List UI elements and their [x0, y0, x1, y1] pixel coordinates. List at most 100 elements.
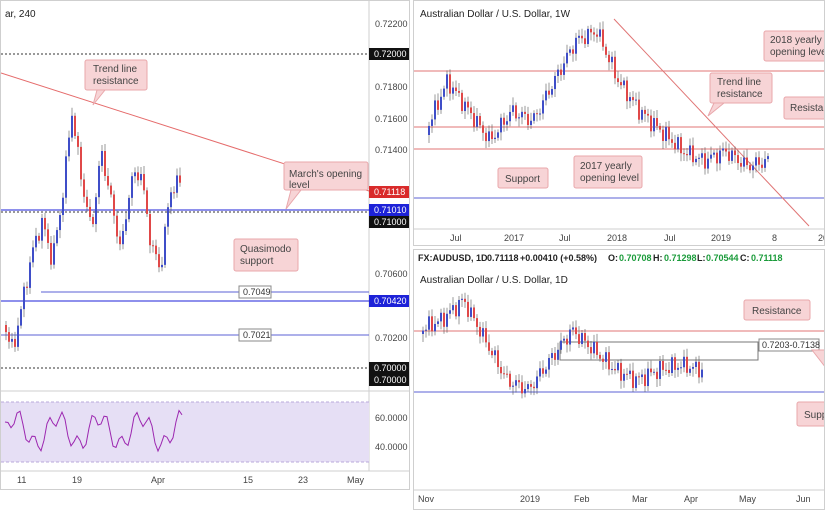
- candle-body: [566, 52, 568, 64]
- price-tag-70000a: 0.70000: [369, 362, 409, 374]
- candle-body: [548, 357, 550, 370]
- weekly-time-tick: 2019: [711, 233, 731, 243]
- daily-info-l-label: L:: [697, 253, 706, 263]
- candle-body: [524, 389, 526, 394]
- candle-body: [8, 332, 10, 342]
- svg-text:Quasimodo: Quasimodo: [240, 244, 292, 255]
- candle-body: [617, 78, 619, 83]
- candle-body: [77, 135, 79, 147]
- time-tick: 11: [17, 475, 26, 485]
- candle-body: [557, 69, 559, 76]
- candle-body: [26, 286, 28, 288]
- candle-body: [764, 159, 766, 168]
- candle-body: [455, 87, 457, 91]
- svg-text:0.7203-0.7138: 0.7203-0.7138: [762, 340, 820, 350]
- candle-body: [674, 357, 676, 370]
- candle-body: [428, 125, 430, 135]
- candle-body: [173, 192, 175, 194]
- candle-body: [137, 172, 139, 181]
- candle-body: [710, 154, 712, 159]
- candle-body: [53, 243, 55, 265]
- callout-daily-support: Suppo: [796, 401, 824, 427]
- candle-body: [515, 105, 517, 119]
- candle-body: [602, 358, 604, 362]
- candle-body: [575, 327, 577, 335]
- label-7049: 0.7049: [238, 285, 272, 299]
- candle-body: [665, 126, 667, 141]
- candle-body: [119, 236, 121, 245]
- candle-body: [626, 373, 628, 375]
- daily-time-tick: May: [739, 494, 757, 504]
- osc-tick: 60.0000: [375, 413, 408, 423]
- candle-body: [23, 286, 25, 310]
- candle-body: [467, 301, 469, 317]
- candle-body: [578, 334, 580, 345]
- candle-body: [500, 117, 502, 133]
- candle-body: [590, 28, 592, 33]
- candle-body: [533, 386, 535, 389]
- candle-body: [692, 366, 694, 369]
- candle-body: [698, 361, 700, 378]
- candle-body: [443, 312, 445, 327]
- candle-body: [725, 148, 727, 152]
- candle-body: [479, 116, 481, 126]
- candle-body: [47, 229, 49, 243]
- candle-body: [596, 34, 598, 37]
- candle-body: [431, 316, 433, 332]
- candle-body: [608, 54, 610, 63]
- candle-body: [434, 323, 436, 332]
- candle-body: [686, 154, 688, 156]
- price-tag-71000: 0.71000: [369, 216, 409, 228]
- candle-body: [746, 157, 748, 166]
- candle-body: [545, 90, 547, 101]
- candle-body: [167, 207, 169, 227]
- candle-body: [158, 254, 160, 268]
- svg-text:0.72000: 0.72000: [374, 49, 407, 59]
- candle-body: [542, 368, 544, 374]
- daily-info-o-label: O:: [608, 253, 618, 263]
- candle-body: [656, 371, 658, 379]
- daily-chart-panel[interactable]: FX:AUDUSD, 1D 0.71118 +0.00410 (+0.58%) …: [413, 249, 825, 510]
- candle-body: [662, 129, 664, 141]
- daily-info-h: 0.71298: [664, 253, 697, 263]
- candle-body: [17, 325, 19, 347]
- candle-body: [179, 175, 181, 183]
- candle-body: [551, 353, 553, 358]
- candle-body: [176, 175, 178, 193]
- weekly-chart-panel[interactable]: Australian Dollar / U.S. Dollar, 1W 2018…: [413, 0, 825, 246]
- candle-body: [95, 197, 97, 225]
- daily-chart: FX:AUDUSD, 1D 0.71118 +0.00410 (+0.58%) …: [414, 250, 824, 509]
- candle-body: [461, 92, 463, 112]
- candle-body: [641, 374, 643, 378]
- candle-body: [602, 29, 604, 47]
- svg-text:Resistan: Resistan: [790, 103, 825, 114]
- candle-body: [473, 113, 475, 127]
- svg-text:2017 yearly: 2017 yearly: [580, 161, 632, 172]
- candle-body: [659, 361, 661, 379]
- daily-range-label: 0.7203-0.7138: [758, 338, 820, 352]
- candle-body: [638, 376, 640, 378]
- candle-body: [113, 194, 115, 216]
- candle-body: [581, 333, 583, 345]
- candle-body: [65, 156, 67, 198]
- svg-text:0.7021: 0.7021: [243, 330, 271, 340]
- price-tick: 0.71800: [375, 82, 408, 92]
- candle-body: [425, 329, 427, 331]
- candle-body: [524, 111, 526, 114]
- h4-chart-panel[interactable]: ar, 240 0.72200 0.71800 0.71600 0.71400 …: [0, 0, 410, 490]
- candle-body: [542, 100, 544, 114]
- svg-text:0.71010: 0.71010: [374, 205, 407, 215]
- candle-body: [578, 35, 580, 38]
- time-tick: May: [347, 475, 365, 485]
- candle-body: [599, 354, 601, 359]
- candle-body: [689, 368, 691, 373]
- candle-body: [677, 367, 679, 370]
- candle-body: [146, 190, 148, 214]
- candle-body: [500, 367, 502, 374]
- candle-body: [101, 150, 103, 166]
- candle-body: [575, 37, 577, 54]
- candle-body: [668, 126, 670, 140]
- candle-body: [434, 100, 436, 120]
- daily-candles: [422, 292, 703, 399]
- candle-body: [452, 87, 454, 94]
